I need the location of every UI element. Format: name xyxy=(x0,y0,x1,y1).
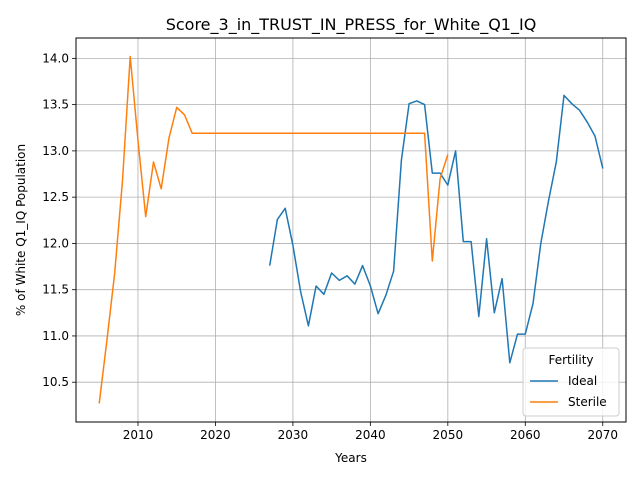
y-tick-label: 13.0 xyxy=(42,144,69,158)
y-tick-label: 11.5 xyxy=(42,283,69,297)
plot-frame xyxy=(75,37,627,423)
legend: Fertility Ideal Sterile xyxy=(522,347,620,417)
legend-box xyxy=(522,347,620,417)
legend-label-ideal: Ideal xyxy=(568,374,597,388)
chart-title: Score_3_in_TRUST_IN_PRESS_for_White_Q1_I… xyxy=(166,15,537,35)
x-axis-ticks: 2010 2020 2030 2040 2050 2060 2070 xyxy=(123,422,618,442)
y-tick-label: 11.0 xyxy=(42,329,69,343)
y-tick-label: 13.5 xyxy=(42,98,69,112)
plot-lines xyxy=(98,55,604,404)
x-tick-label: 2040 xyxy=(355,428,386,442)
x-tick-label: 2060 xyxy=(510,428,541,442)
x-tick-label: 2020 xyxy=(200,428,231,442)
x-tick-label: 2050 xyxy=(433,428,464,442)
y-tick-label: 12.5 xyxy=(42,190,69,204)
x-axis-label: Years xyxy=(334,451,367,465)
x-tick-label: 2030 xyxy=(278,428,309,442)
x-tick-label: 2070 xyxy=(587,428,618,442)
series-line-sterile xyxy=(98,55,449,404)
y-tick-label: 12.0 xyxy=(42,236,69,250)
x-tick-label: 2010 xyxy=(123,428,154,442)
y-tick-label: 14.0 xyxy=(42,51,69,65)
y-axis-label: % of White Q1_IQ Population xyxy=(14,144,28,316)
y-tick-label: 10.5 xyxy=(42,375,69,389)
series-line-ideal xyxy=(268,94,604,364)
y-axis-ticks: 10.5 11.0 11.5 12.0 12.5 13.0 13.5 14.0 xyxy=(42,51,76,389)
legend-label-sterile: Sterile xyxy=(568,395,607,409)
legend-title: Fertility xyxy=(548,353,593,367)
